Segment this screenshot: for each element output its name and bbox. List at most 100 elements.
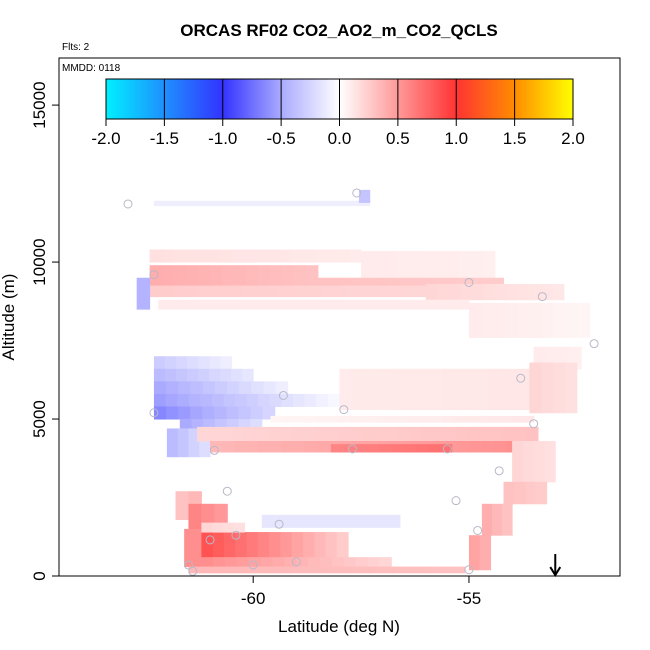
flight-point-15: [222, 486, 232, 496]
heatmap-cell-66: [352, 277, 365, 287]
heatmap-cell-242: [316, 415, 329, 423]
heatmap-cell-92: [299, 285, 312, 298]
heatmap-cell-254: [453, 415, 466, 423]
flight-point-24: [188, 566, 198, 576]
y-tick-label-0: 0: [30, 571, 49, 580]
heatmap-cell-210: [226, 419, 239, 429]
heatmap-cell-34: [314, 249, 327, 263]
heatmap-cell-17: [346, 200, 359, 207]
heatmap-cell-152: [136, 277, 151, 310]
heatmap-cell-88: [253, 285, 266, 298]
heatmap-cell-135: [388, 299, 401, 310]
heatmap-cell-372: [308, 557, 321, 568]
heatmap-cell-201: [214, 406, 227, 420]
heatmap-cell-4: [199, 200, 212, 207]
heatmap-cell-387: [280, 566, 293, 574]
heatmap-cell-15: [324, 200, 337, 207]
heatmap-cell-116: [169, 299, 182, 310]
heatmap-cell-333: [553, 362, 566, 414]
flight-track-points: [123, 188, 599, 576]
heatmap-cell-86: [230, 285, 243, 298]
heatmap-cell-258: [499, 415, 512, 423]
heatmap-cell-83: [195, 285, 208, 298]
heatmap-cell-179: [275, 381, 289, 395]
heatmap-cell-100: [391, 285, 404, 298]
heatmap-cell-273: [338, 426, 351, 442]
heatmap-cell-219: [362, 368, 375, 411]
heatmap-cell-72: [422, 277, 435, 287]
heatmap-cell-150: [565, 302, 579, 338]
heatmap-cell-373: [320, 557, 333, 568]
heatmap-cell-28: [243, 249, 256, 263]
heatmap-cell-288: [514, 426, 527, 442]
heatmap-cell-406: [296, 514, 309, 528]
heatmap-cell-385: [257, 566, 270, 574]
flight-point-14: [494, 466, 504, 476]
heatmap-cell-20: [149, 249, 162, 263]
heatmap-cell-269: [291, 426, 304, 442]
heatmap-cell-10: [267, 200, 280, 207]
flight-point-22: [248, 560, 258, 570]
heatmap-cell-283: [455, 426, 468, 442]
heatmap-cell-91: [287, 285, 300, 298]
heatmap-cell-112: [529, 284, 542, 301]
heatmap-cell-132: [353, 299, 366, 310]
heatmap-cell-84: [207, 285, 220, 298]
arrow-marker: [549, 554, 562, 577]
heatmap-cell-259: [510, 415, 523, 423]
heatmap-cell-58: [257, 265, 271, 287]
heatmap-cell-170: [166, 381, 179, 395]
heatmap-cell-0: [153, 200, 166, 207]
heatmap-cell-73: [433, 277, 446, 287]
heatmap-cell-163: [187, 368, 199, 382]
flight-point-6: [516, 373, 526, 383]
heatmap-cell-87: [241, 285, 254, 298]
heatmap-cell-256: [476, 415, 489, 423]
heatmap-cell-168: [242, 368, 254, 382]
heatmap-cell-336: [514, 481, 526, 505]
heatmap-cell-146: [517, 302, 530, 338]
heatmap-cell-367: [248, 557, 262, 568]
heatmap-cell-374: [331, 557, 345, 568]
heatmap-cell-366: [237, 557, 250, 568]
heatmap-cell-415: [201, 522, 213, 533]
heatmap-cell-339: [481, 503, 493, 536]
heatmap-cell-215: [188, 428, 200, 458]
heatmap-cell-391: [326, 566, 339, 574]
heatmap-cell-77: [480, 277, 493, 287]
heatmap-cell-377: [367, 557, 380, 568]
heatmap-cell-417: [222, 522, 235, 533]
heatmap-cell-318: [342, 444, 356, 453]
heatmap-cell-322: [391, 444, 404, 453]
heatmap-cell-202: [226, 406, 240, 420]
heatmap-cell-122: [238, 299, 251, 310]
heatmap-cell-62: [305, 265, 319, 287]
heatmap-cell-381: [211, 566, 224, 574]
colorbar-tick-label-7: 1.5: [503, 129, 527, 148]
heatmap-cell-53: [197, 265, 211, 287]
heatmap-cell-216: [199, 428, 211, 458]
heatmap-cell-27: [231, 249, 245, 263]
heatmap-cell-71: [410, 277, 423, 287]
heatmap-cell-99: [379, 285, 392, 298]
heatmap-cell-359: [302, 532, 315, 558]
heatmap-cell-98: [368, 285, 381, 298]
heatmap-cell-65: [341, 277, 354, 287]
heatmap-cell-97: [356, 285, 369, 298]
heatmap-cell-368: [260, 557, 274, 568]
heatmap-cell-337: [525, 481, 537, 505]
heatmap-cell-127: [296, 299, 309, 310]
heatmap-cell-128: [307, 299, 320, 310]
heatmap-cell-268: [279, 426, 292, 442]
heatmap-cell-52: [185, 265, 199, 287]
heatmap-cell-136: [399, 299, 412, 310]
heatmap-cell-262: [208, 426, 222, 442]
heatmap-cell-8: [244, 200, 257, 207]
heatmap-cell-138: [422, 299, 435, 310]
heatmap-cell-95: [333, 285, 346, 298]
heatmap-cell-160: [153, 368, 166, 382]
heatmap-cell-153: [153, 356, 166, 370]
heatmap-cell-404: [273, 514, 286, 528]
y-tick-label-3: 15000: [30, 81, 49, 128]
arrow-head: [549, 566, 562, 577]
